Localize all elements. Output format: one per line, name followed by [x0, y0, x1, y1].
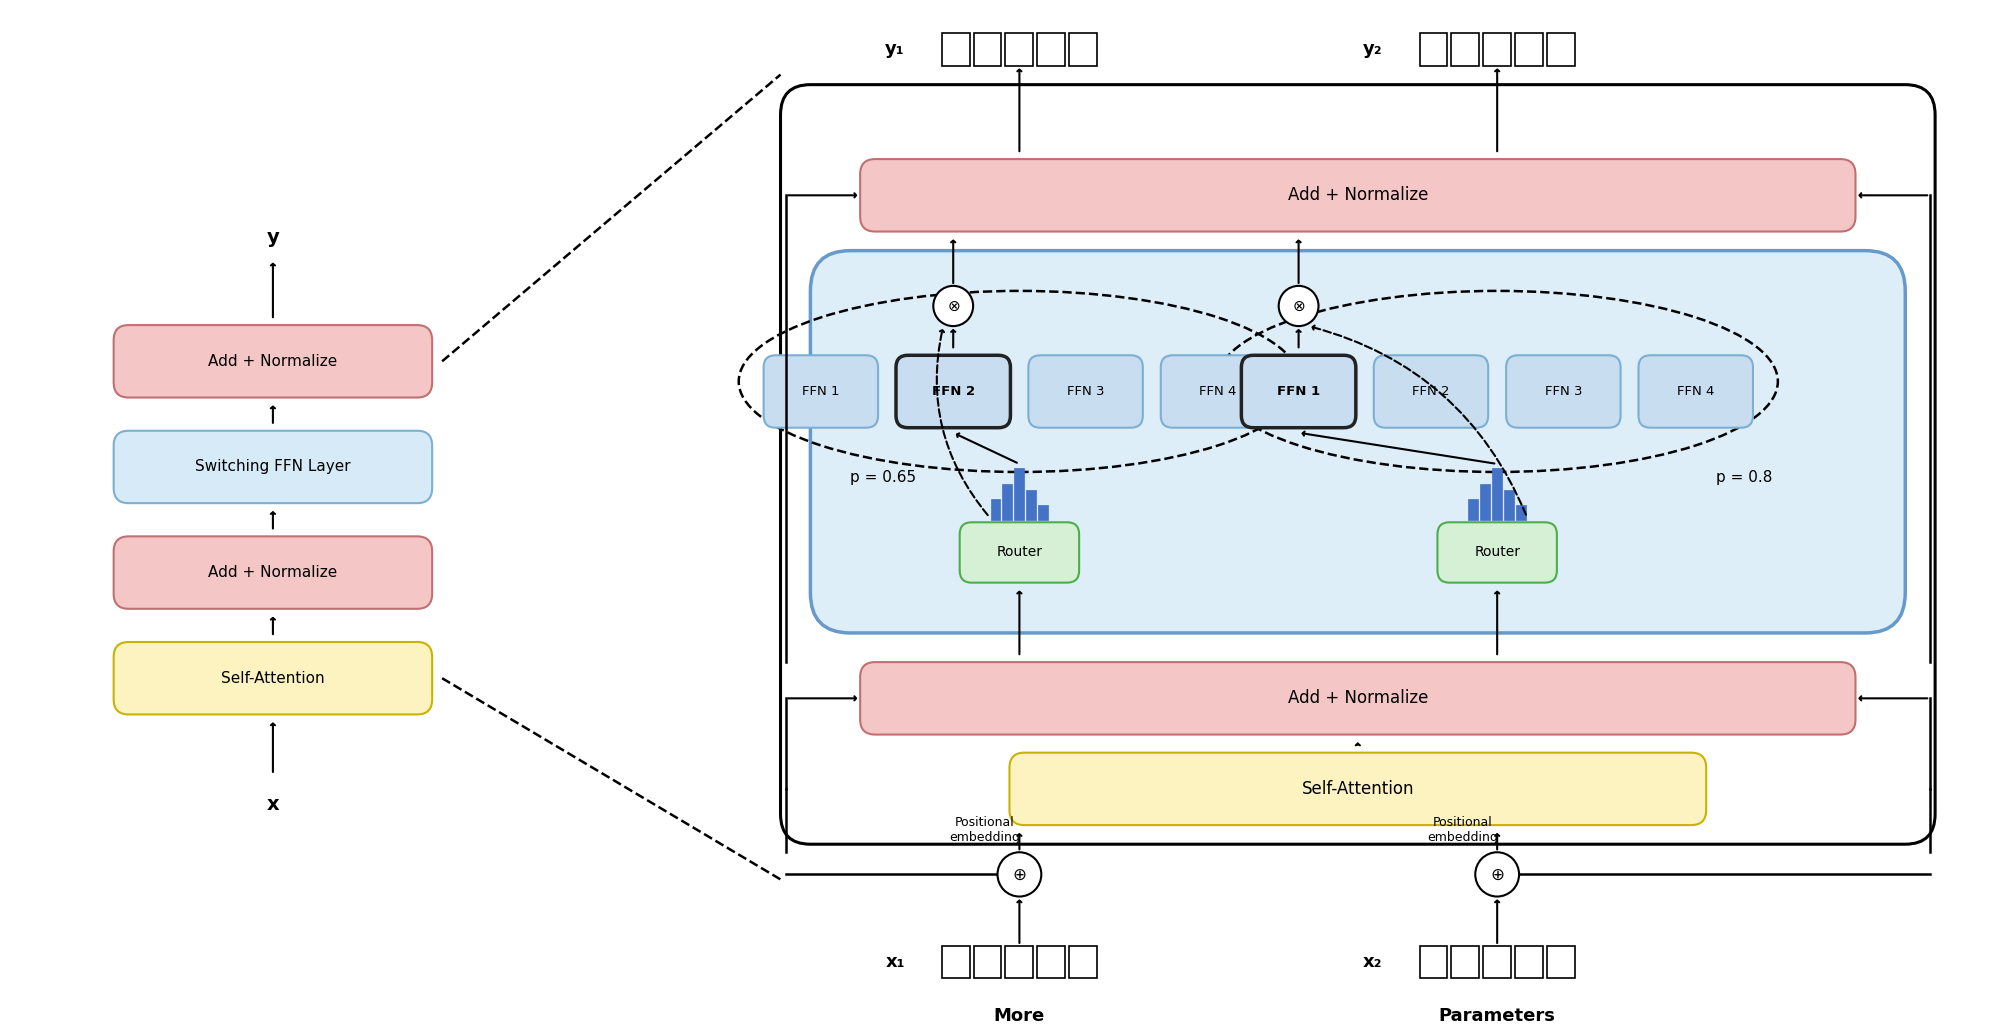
- Bar: [941, 33, 969, 66]
- FancyBboxPatch shape: [895, 355, 1009, 427]
- Bar: [1419, 33, 1447, 66]
- Bar: [1483, 33, 1510, 66]
- Text: Positional
embedding: Positional embedding: [949, 816, 1019, 845]
- Bar: [1037, 505, 1047, 520]
- Text: $\oplus$: $\oplus$: [1489, 865, 1504, 884]
- Bar: [1037, 946, 1065, 978]
- FancyBboxPatch shape: [114, 537, 432, 609]
- Bar: [1469, 500, 1477, 520]
- Text: Add + Normalize: Add + Normalize: [208, 354, 338, 369]
- Text: FFN 4: FFN 4: [1676, 385, 1714, 398]
- Text: Self-Attention: Self-Attention: [222, 671, 324, 686]
- Bar: [1514, 33, 1542, 66]
- Text: FFN 1: FFN 1: [801, 385, 839, 398]
- Text: Self-Attention: Self-Attention: [1301, 780, 1413, 798]
- Text: More: More: [993, 1007, 1045, 1025]
- Text: Add + Normalize: Add + Normalize: [208, 565, 338, 580]
- Bar: [973, 33, 1001, 66]
- FancyBboxPatch shape: [1009, 753, 1706, 825]
- Bar: [1491, 468, 1500, 520]
- Bar: [1451, 33, 1479, 66]
- Text: Add + Normalize: Add + Normalize: [1287, 186, 1427, 204]
- Bar: [991, 500, 999, 520]
- Text: y₂: y₂: [1363, 40, 1383, 59]
- Bar: [1025, 490, 1035, 520]
- Bar: [1001, 484, 1011, 520]
- FancyBboxPatch shape: [1638, 355, 1752, 427]
- FancyBboxPatch shape: [859, 159, 1854, 232]
- Bar: [1037, 33, 1065, 66]
- FancyBboxPatch shape: [1241, 355, 1355, 427]
- Text: $\otimes$: $\otimes$: [947, 299, 959, 313]
- Text: Parameters: Parameters: [1439, 1007, 1554, 1025]
- Text: FFN 3: FFN 3: [1067, 385, 1103, 398]
- Bar: [1483, 946, 1510, 978]
- Bar: [1069, 946, 1097, 978]
- Text: Switching FFN Layer: Switching FFN Layer: [196, 459, 350, 475]
- Text: FFN 2: FFN 2: [1411, 385, 1449, 398]
- Text: Router: Router: [1473, 546, 1518, 559]
- Bar: [1514, 946, 1542, 978]
- Circle shape: [997, 852, 1041, 896]
- FancyBboxPatch shape: [114, 325, 432, 398]
- Text: y₁: y₁: [885, 40, 905, 59]
- Text: Add + Normalize: Add + Normalize: [1287, 689, 1427, 708]
- Bar: [1514, 505, 1524, 520]
- Bar: [1546, 33, 1574, 66]
- Text: FFN 3: FFN 3: [1544, 385, 1580, 398]
- Bar: [1069, 33, 1097, 66]
- FancyBboxPatch shape: [1027, 355, 1143, 427]
- FancyBboxPatch shape: [959, 522, 1079, 583]
- Text: Positional
embedding: Positional embedding: [1427, 816, 1497, 845]
- Bar: [1419, 946, 1447, 978]
- Text: $\oplus$: $\oplus$: [1011, 865, 1027, 884]
- FancyBboxPatch shape: [1437, 522, 1556, 583]
- Text: FFN 4: FFN 4: [1199, 385, 1237, 398]
- Bar: [1502, 490, 1512, 520]
- FancyBboxPatch shape: [763, 355, 877, 427]
- FancyBboxPatch shape: [859, 662, 1854, 734]
- Text: y: y: [266, 228, 280, 246]
- FancyBboxPatch shape: [1161, 355, 1275, 427]
- Bar: [941, 946, 969, 978]
- Text: x₂: x₂: [1363, 953, 1383, 971]
- Circle shape: [1475, 852, 1518, 896]
- Bar: [1451, 946, 1479, 978]
- FancyBboxPatch shape: [1504, 355, 1620, 427]
- Text: p = 0.8: p = 0.8: [1714, 470, 1772, 484]
- Text: p = 0.65: p = 0.65: [849, 470, 915, 484]
- Bar: [1479, 484, 1489, 520]
- FancyBboxPatch shape: [809, 250, 1904, 633]
- Bar: [1013, 468, 1023, 520]
- Text: $\otimes$: $\otimes$: [1291, 299, 1305, 313]
- Text: FFN 2: FFN 2: [931, 385, 975, 398]
- Circle shape: [1279, 286, 1319, 327]
- Text: x₁: x₁: [885, 953, 905, 971]
- Text: FFN 1: FFN 1: [1277, 385, 1319, 398]
- Bar: [1546, 946, 1574, 978]
- Bar: [1005, 33, 1033, 66]
- Bar: [973, 946, 1001, 978]
- Circle shape: [933, 286, 973, 327]
- Bar: [1005, 946, 1033, 978]
- FancyBboxPatch shape: [114, 642, 432, 715]
- FancyBboxPatch shape: [1373, 355, 1487, 427]
- Text: x: x: [266, 795, 280, 814]
- FancyBboxPatch shape: [114, 431, 432, 504]
- FancyBboxPatch shape: [779, 84, 1934, 845]
- Text: Router: Router: [995, 546, 1041, 559]
